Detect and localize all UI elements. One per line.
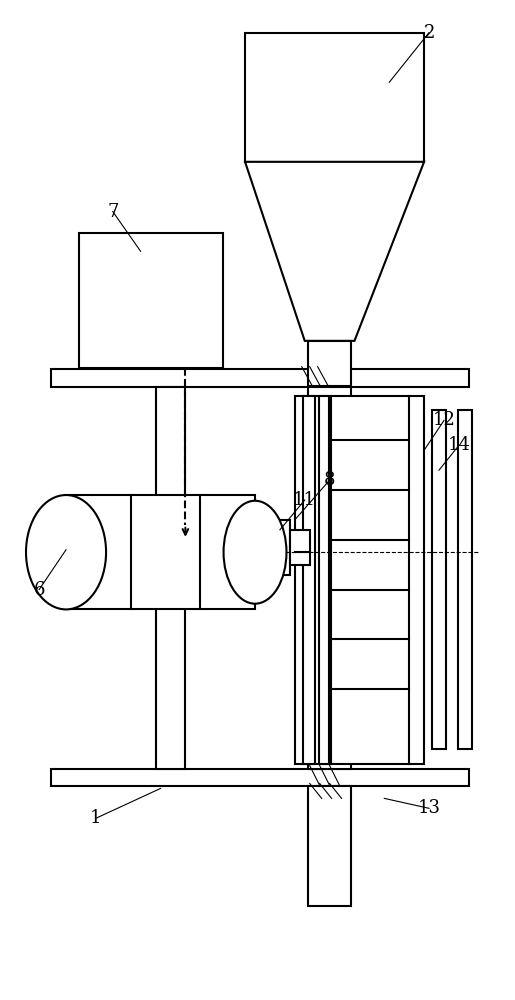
Bar bbox=[308, 341, 352, 386]
Bar bbox=[458, 410, 472, 749]
Bar bbox=[51, 369, 469, 387]
Bar bbox=[66, 495, 255, 609]
Bar bbox=[432, 410, 446, 749]
Bar bbox=[295, 396, 424, 764]
Bar bbox=[308, 786, 352, 906]
Bar bbox=[319, 396, 329, 764]
Text: 2: 2 bbox=[423, 24, 435, 42]
Bar bbox=[51, 769, 469, 786]
Bar bbox=[290, 530, 310, 565]
Polygon shape bbox=[245, 162, 424, 341]
Text: 7: 7 bbox=[107, 203, 118, 221]
Bar bbox=[260, 520, 290, 575]
Text: 8: 8 bbox=[324, 471, 335, 489]
Text: 14: 14 bbox=[448, 436, 470, 454]
Text: 13: 13 bbox=[418, 799, 440, 817]
Text: 11: 11 bbox=[293, 491, 316, 509]
Ellipse shape bbox=[224, 501, 286, 604]
Bar bbox=[303, 396, 315, 764]
Bar bbox=[156, 387, 185, 769]
Bar bbox=[79, 233, 223, 368]
Ellipse shape bbox=[26, 495, 106, 609]
Text: 1: 1 bbox=[90, 809, 101, 827]
Text: 12: 12 bbox=[433, 411, 455, 429]
Bar bbox=[245, 33, 424, 162]
Bar bbox=[308, 387, 352, 769]
Text: 6: 6 bbox=[33, 581, 45, 599]
